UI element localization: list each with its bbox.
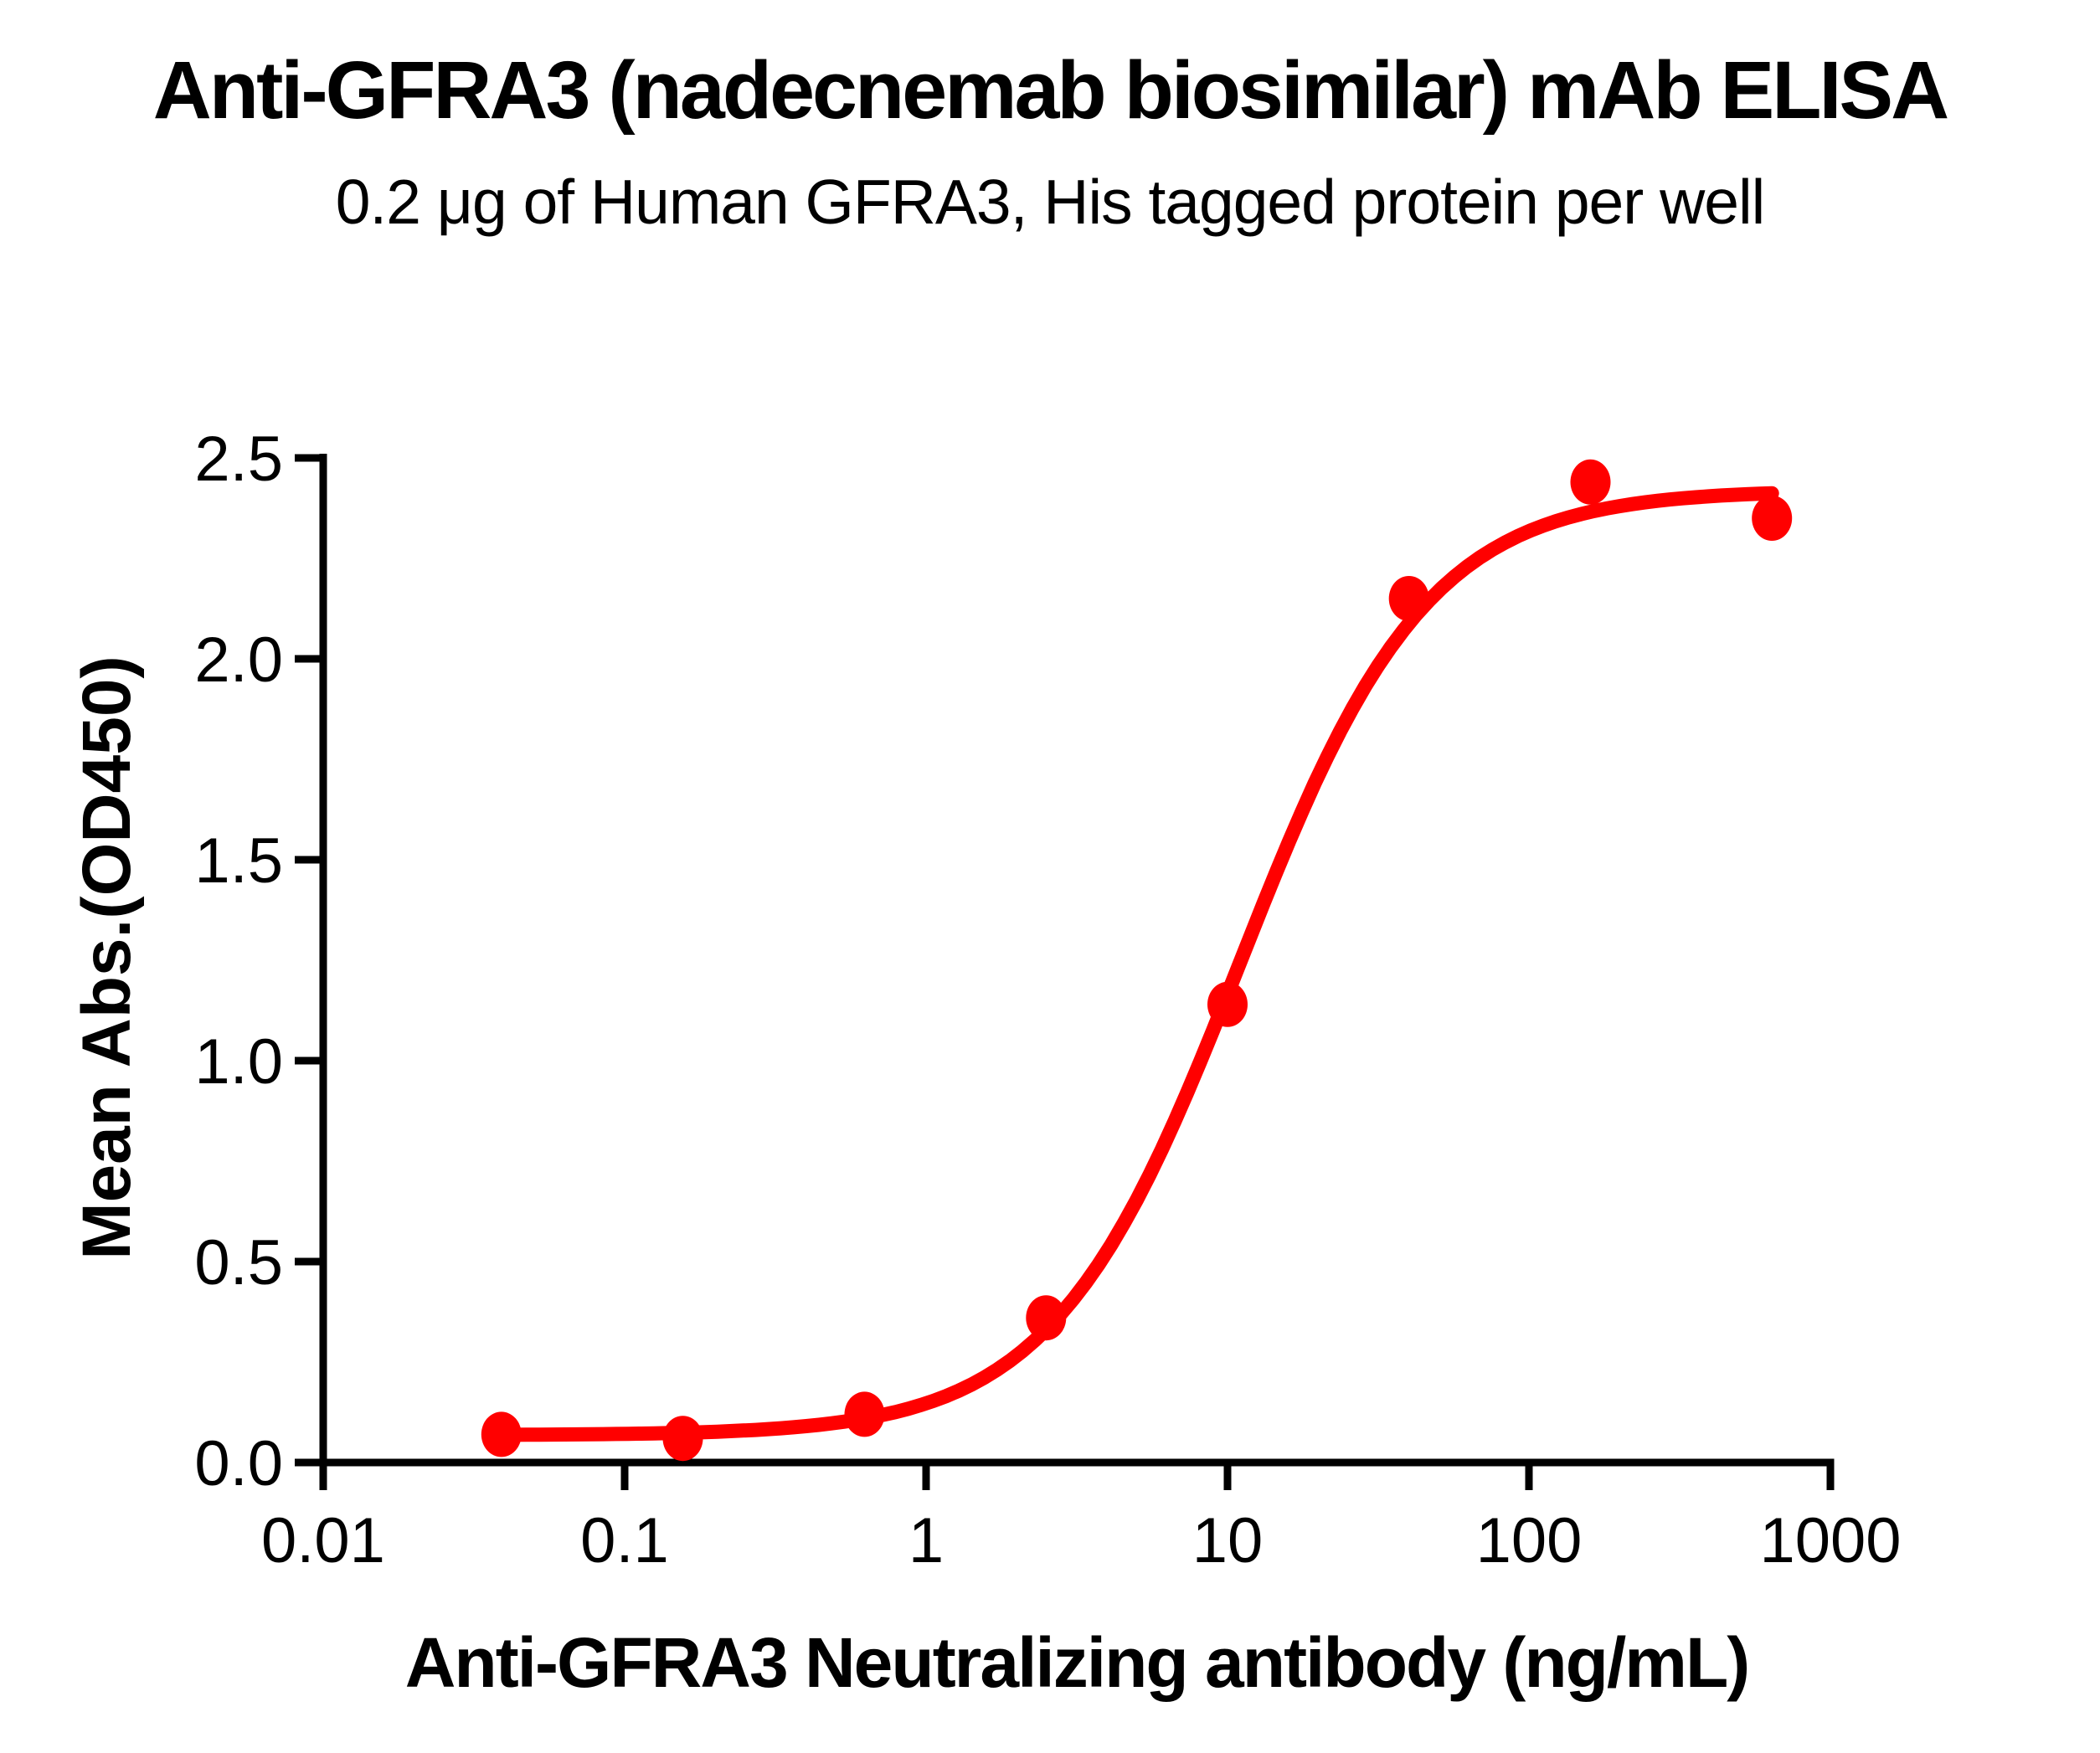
data-point — [1388, 576, 1429, 621]
data-point — [481, 1411, 522, 1457]
x-tick-label: 1000 — [1759, 1505, 1901, 1576]
y-tick-label: 1.5 — [194, 825, 283, 897]
data-point — [662, 1416, 703, 1462]
x-tick-label: 100 — [1476, 1505, 1583, 1576]
data-point — [1026, 1295, 1067, 1341]
data-point — [1207, 981, 1248, 1027]
x-tick-label: 10 — [1192, 1505, 1264, 1576]
x-tick-label: 0.01 — [261, 1505, 385, 1576]
chart-title: Anti-GFRA3 (nadecnemab biosimilar) mAb E… — [152, 44, 1949, 136]
y-tick-label: 0.0 — [194, 1428, 283, 1499]
x-axis-label: Anti-GFRA3 Neutralizing antibody (ng/mL) — [404, 1623, 1751, 1702]
x-tick-label: 1 — [908, 1505, 944, 1576]
data-point — [1570, 459, 1611, 505]
y-tick-label: 0.5 — [194, 1227, 283, 1298]
data-point — [844, 1391, 885, 1437]
fit-curve — [494, 486, 1779, 1442]
y-tick-label: 2.5 — [194, 424, 283, 495]
y-tick-label: 2.0 — [194, 625, 283, 696]
data-point — [1752, 496, 1793, 541]
chart-subtitle: 0.2 μg of Human GFRA3, His tagged protei… — [335, 167, 1766, 237]
x-tick-label: 0.1 — [580, 1505, 669, 1576]
y-tick-label: 1.0 — [194, 1026, 283, 1098]
